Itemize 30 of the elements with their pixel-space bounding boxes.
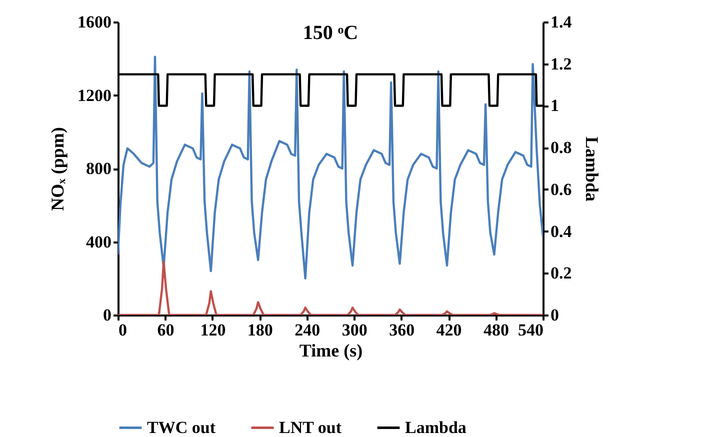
y2-tick-label: 0: [550, 306, 559, 324]
y2-tick-label: 1.2: [550, 54, 572, 74]
x-tick-label: 180: [247, 320, 273, 340]
legend-label: Lambda: [405, 418, 467, 437]
y2-tick-label: 1: [550, 96, 559, 116]
x-tick-label: 300: [342, 320, 368, 340]
y-tick-label: 800: [86, 159, 112, 178]
y-tick-label: 0: [103, 306, 112, 324]
x-tick-label: 120: [200, 320, 226, 340]
y2-tick-label: 0.6: [550, 180, 572, 199]
x-axis-title: Time (s): [299, 340, 363, 360]
x-tick-label: 360: [389, 320, 415, 340]
y-tick-label: 1200: [78, 86, 112, 105]
y2-tick-label: 0.2: [550, 264, 572, 283]
y-tick-label: 1600: [78, 12, 112, 32]
x-tick-label: 0: [118, 320, 127, 340]
x-tick-label: 540: [518, 320, 544, 340]
y2-tick-label: 0.4: [550, 222, 572, 241]
y2-tick-label: 0.8: [550, 138, 572, 158]
x-tick-label: 240: [294, 320, 320, 340]
legend-label: LNT out: [279, 418, 342, 437]
legend-label: TWC out: [147, 418, 216, 437]
y2-tick-label: 1.4: [550, 12, 572, 32]
y-tick-label: 400: [86, 232, 112, 252]
x-tick-label: 60: [157, 320, 174, 340]
x-tick-label: 480: [484, 320, 510, 340]
chart-title: 150 ᵒC: [302, 22, 358, 44]
x-tick-label: 420: [436, 320, 462, 340]
y2-axis-title: Lambda: [582, 136, 602, 202]
y-axis-title: NOₓ (ppm): [48, 127, 68, 211]
